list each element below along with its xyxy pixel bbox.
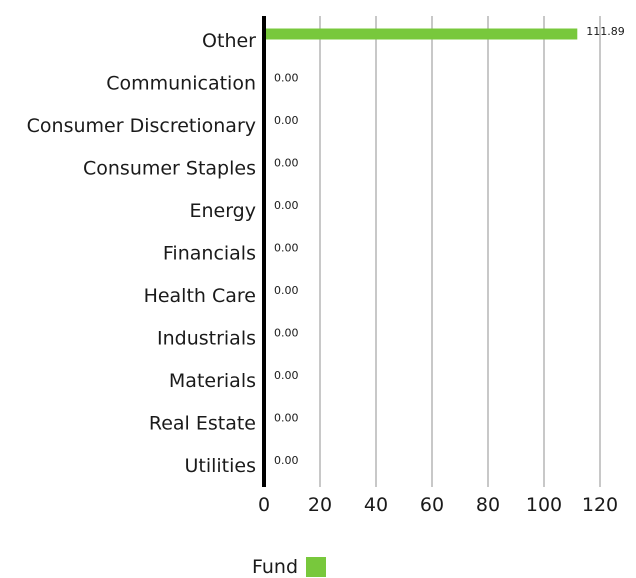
- x-tick-label: 60: [420, 494, 444, 516]
- category-label: Communication: [106, 73, 256, 95]
- category-label: Materials: [169, 370, 256, 392]
- category-label: Utilities: [184, 455, 256, 477]
- category-label: Real Estate: [149, 413, 256, 435]
- x-tick-label: 100: [526, 494, 562, 516]
- category-labels: Other Communication Consumer Discretionary…: [27, 30, 257, 477]
- legend-label: Fund: [252, 556, 299, 578]
- data-labels: 111.89 0.00 0.00 0.00 0.00 0.00 0.00 0.00 0.00 0.…: [274, 25, 625, 467]
- category-label: Consumer Staples: [83, 158, 256, 180]
- data-label: 0.00: [274, 454, 299, 467]
- bars: [264, 28, 578, 40]
- data-label: 0.00: [274, 284, 299, 297]
- grid-lines: [319, 16, 601, 487]
- bar: [264, 28, 578, 40]
- category-label: Industrials: [157, 328, 256, 350]
- category-label: Energy: [189, 200, 256, 222]
- legend: Fund: [252, 556, 327, 578]
- x-tick-label: 20: [308, 494, 332, 516]
- x-tick-label: 40: [364, 494, 388, 516]
- x-tick-label: 120: [582, 494, 618, 516]
- bar-chart: 111.89 0.00 0.00 0.00 0.00 0.00 0.00 0.00 0.00 0.…: [27, 16, 625, 516]
- x-tick-label: 0: [258, 494, 270, 516]
- category-label: Consumer Discretionary: [27, 115, 256, 137]
- data-label: 0.00: [274, 199, 299, 212]
- category-label: Other: [202, 30, 256, 52]
- data-label: 111.89: [586, 25, 625, 38]
- category-label: Financials: [163, 243, 256, 265]
- data-label: 0.00: [274, 369, 299, 382]
- category-label: Health Care: [144, 285, 256, 307]
- x-tick-labels: 0 20 40 60 80 100 120: [258, 494, 618, 516]
- data-label: 0.00: [274, 242, 299, 255]
- x-tick-label: 80: [476, 494, 500, 516]
- data-label: 0.00: [274, 327, 299, 340]
- data-label: 0.00: [274, 114, 299, 127]
- data-label: 0.00: [274, 72, 299, 85]
- data-label: 0.00: [274, 412, 299, 425]
- data-label: 0.00: [274, 157, 299, 170]
- legend-swatch: [306, 557, 327, 577]
